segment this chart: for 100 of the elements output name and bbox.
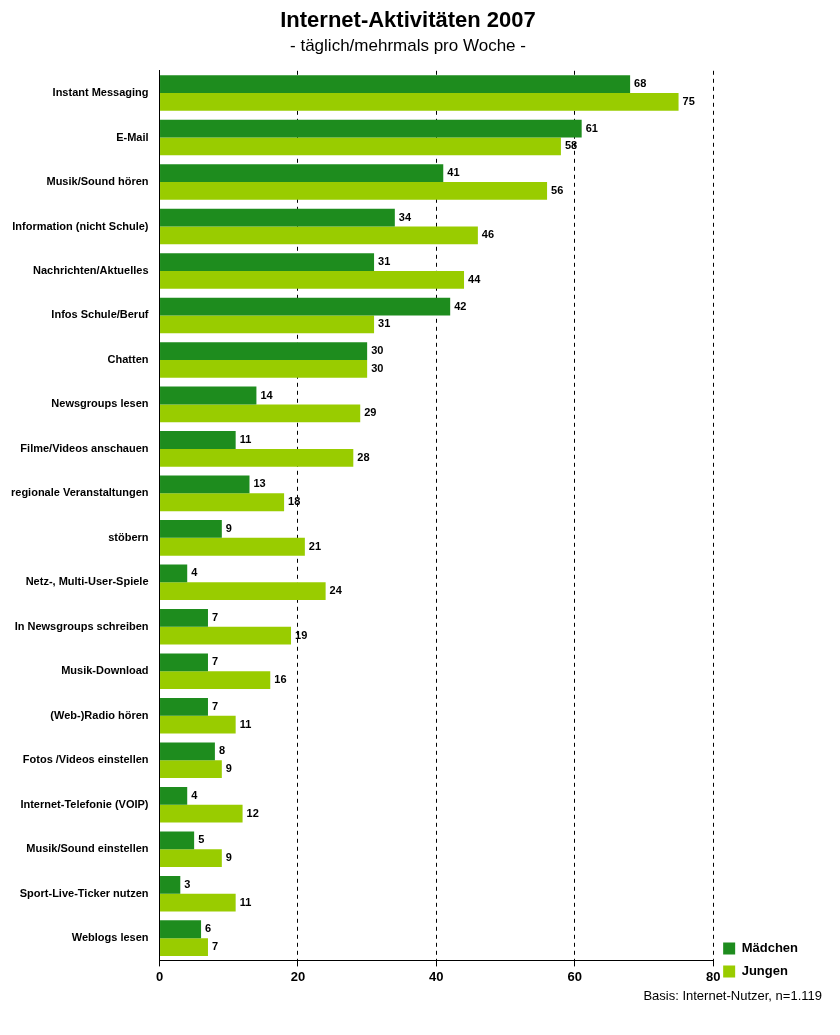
data-label: 30: [371, 344, 384, 357]
data-label: 31: [378, 317, 391, 330]
bar: [160, 520, 222, 538]
bar: [160, 208, 395, 227]
data-label: 5: [198, 833, 205, 846]
data-label: 4: [191, 788, 199, 801]
bar: [160, 697, 208, 716]
y-tick-label: Netz-, Multi-User-Spiele: [25, 575, 149, 588]
x-tick-label: 0: [155, 968, 164, 984]
data-label: 34: [398, 210, 412, 223]
data-label: 6: [205, 922, 212, 935]
bar: [160, 359, 368, 378]
legend-label: Mädchen: [741, 940, 799, 956]
y-tick-label: regionale Veranstaltungen: [10, 486, 149, 499]
data-label: 7: [211, 940, 219, 953]
bar: [160, 182, 548, 200]
data-label: 19: [295, 628, 308, 641]
data-label: 46: [481, 228, 495, 241]
data-label: 16: [274, 673, 287, 686]
y-tick-label: Fotos /Videos einstellen: [22, 753, 149, 766]
y-tick-label: (Web-)Radio hören: [50, 708, 149, 721]
bar: [160, 582, 326, 601]
bar: [160, 448, 354, 467]
bar: [160, 270, 465, 289]
y-tick-label: Chatten: [107, 352, 149, 365]
chart-title: Internet-Aktivitäten 2007: [280, 7, 536, 33]
bar: [160, 342, 368, 360]
bar: [160, 760, 222, 779]
y-tick-label: Information (nicht Schule): [12, 219, 149, 232]
data-label: 61: [585, 121, 598, 134]
data-label: 11: [239, 433, 252, 446]
data-label: 29: [364, 406, 377, 419]
data-label: 14: [260, 388, 274, 401]
bar: [160, 893, 236, 912]
bar: [160, 493, 285, 512]
bar: [160, 938, 208, 956]
data-label: 42: [454, 299, 467, 312]
y-tick-label: Instant Messaging: [52, 86, 149, 99]
bar: [160, 137, 561, 156]
y-tick-label: Sport-Live-Ticker nutzen: [19, 886, 149, 899]
y-tick-label: Filme/Videos anschauen: [20, 441, 149, 454]
data-label: 21: [308, 539, 322, 552]
text: Basis: Internet-Nutzer, n=1.119: [642, 988, 823, 1003]
data-label: 24: [329, 584, 343, 597]
bar: [160, 386, 257, 405]
data-label: 9: [225, 762, 232, 775]
data-label: 9: [225, 851, 232, 864]
bar: [160, 715, 236, 734]
data-label: 9: [225, 521, 232, 534]
legend-label: Jungen: [741, 963, 788, 979]
data-label: 11: [239, 895, 252, 908]
y-tick-label: E-Mail: [116, 130, 149, 143]
data-label: 12: [246, 806, 259, 819]
data-label: 44: [468, 272, 482, 285]
bar: [160, 75, 631, 94]
data-label: 7: [211, 610, 219, 623]
bar: [160, 564, 188, 583]
data-label: 28: [357, 450, 370, 463]
data-label: 8: [218, 744, 226, 757]
bar: [160, 119, 582, 138]
data-label: 58: [564, 139, 578, 152]
data-label: 7: [211, 699, 219, 712]
data-label: 56: [551, 183, 564, 196]
data-label: 11: [239, 717, 252, 730]
data-label: 41: [447, 166, 460, 179]
bar: [160, 93, 679, 111]
bar: [160, 475, 250, 494]
bar: [160, 849, 222, 867]
bar: [160, 742, 215, 761]
chart-subtitle: - täglich/mehrmals pro Woche -: [290, 36, 526, 56]
x-tick-label: 20: [290, 968, 306, 984]
data-label: 3: [184, 877, 191, 890]
y-tick-label: Internet-Telefonie (VOIP): [20, 797, 149, 810]
bar: [160, 804, 243, 823]
x-tick-label: 60: [567, 968, 582, 984]
y-tick-label: Infos Schule/Beruf: [51, 308, 149, 321]
bar: [160, 671, 271, 690]
y-tick-label: Nachrichten/Aktuelles: [32, 263, 149, 276]
x-tick-label: 40: [429, 968, 444, 984]
bar: [160, 831, 195, 850]
data-label: 4: [191, 566, 199, 579]
y-tick-label: Musik-Download: [61, 664, 149, 677]
bar: [160, 315, 375, 334]
bar: [160, 297, 451, 316]
bar: [160, 626, 292, 645]
bar: [160, 537, 305, 556]
data-label: 30: [371, 361, 384, 374]
bar: [160, 404, 361, 423]
data-label: 18: [288, 495, 301, 508]
bar: [160, 431, 236, 449]
bar: [160, 226, 478, 245]
data-label: 68: [634, 77, 647, 90]
data-label: 75: [682, 94, 695, 107]
bar: [160, 653, 208, 672]
y-tick-label: Musik/Sound hören: [46, 175, 149, 188]
y-tick-label: Newsgroups lesen: [51, 397, 149, 410]
data-label: 13: [253, 477, 266, 490]
bar: [160, 164, 444, 182]
bar: [160, 920, 202, 939]
data-label: 31: [378, 255, 391, 268]
